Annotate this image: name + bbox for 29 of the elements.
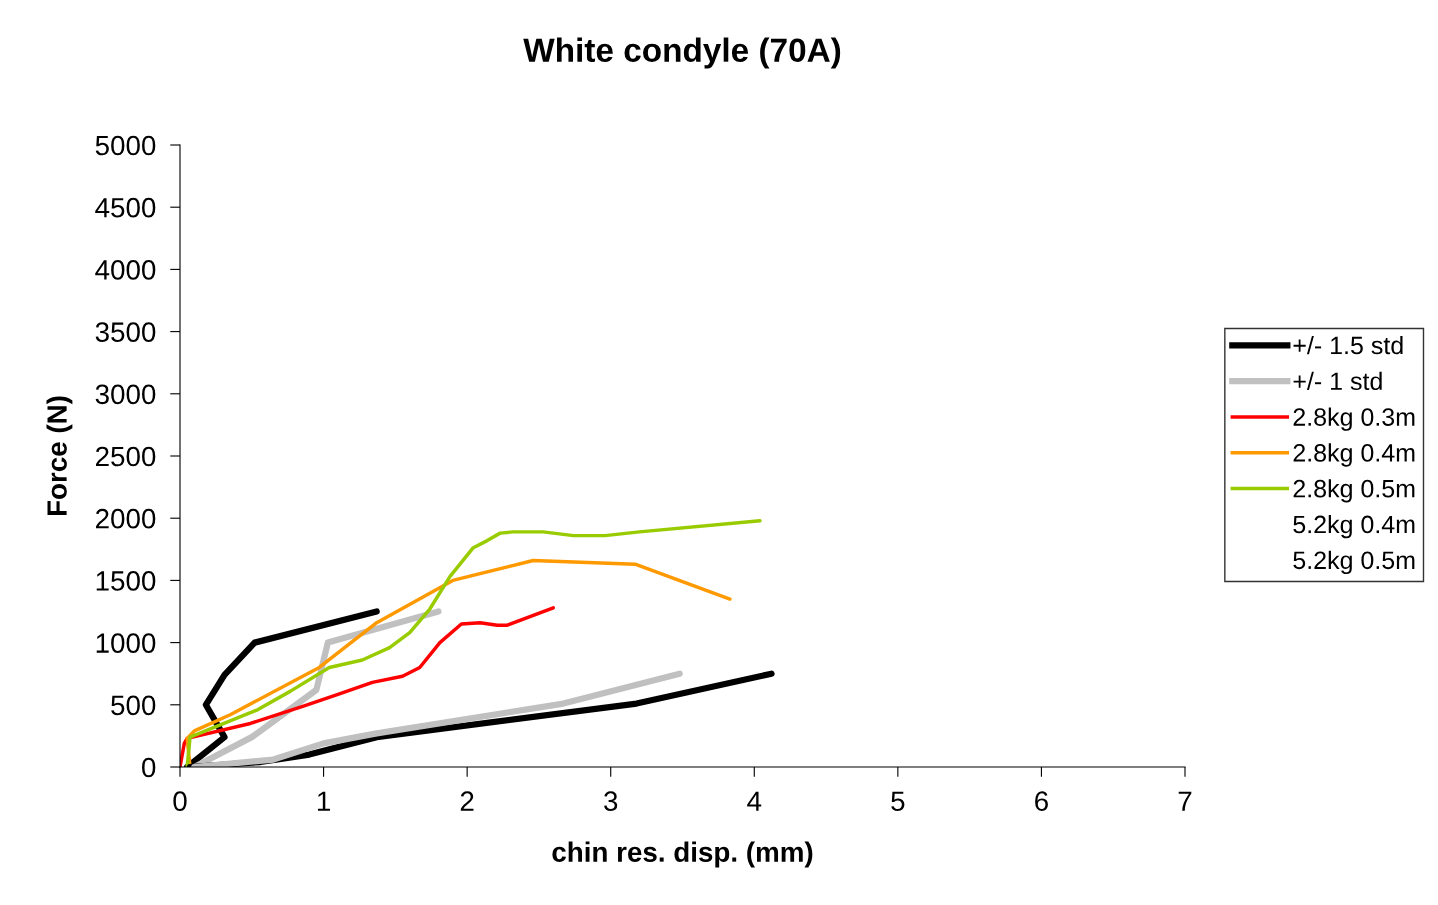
legend-label: +/- 1 std <box>1293 371 1382 391</box>
x-tick-label: 0 <box>173 791 187 812</box>
x-tick-label: 3 <box>604 791 618 812</box>
x-tick-label: 6 <box>1035 791 1048 812</box>
y-tick-label: 500 <box>111 695 156 716</box>
x-tick-label: 7 <box>1178 791 1192 811</box>
x-tick-label: 2 <box>460 791 474 811</box>
legend-label: 2.8kg 0.5m <box>1293 479 1415 503</box>
y-tick-label: 3000 <box>95 384 156 405</box>
text: 5.2kg 0.5m <box>1293 550 1415 575</box>
y-tick-label: 1000 <box>96 633 156 653</box>
text: 5.2kg 0.4m <box>1293 514 1415 539</box>
y-axis-title: Force (N) <box>46 396 73 516</box>
legend-label: +/- 1.5 std <box>1293 335 1403 355</box>
y-tick-label: 0 <box>142 757 156 778</box>
x-tick-label: 5 <box>891 791 905 812</box>
y-tick-label: 2000 <box>96 508 156 529</box>
legend-label: 2.8kg 0.4m <box>1293 443 1415 467</box>
chart-title: White condyle (70A) <box>523 37 841 69</box>
legend-label: 2.8kg 0.3m <box>1293 407 1415 431</box>
y-tick-label: 4000 <box>95 260 156 280</box>
x-axis-title: chin res. disp. (mm) <box>552 841 813 868</box>
x-tick-label: 1 <box>317 791 330 811</box>
y-tick-label: 2500 <box>96 446 156 467</box>
y-tick-label: 3500 <box>95 322 156 342</box>
x-tick-label: 4 <box>747 791 762 811</box>
y-tick-label: 1500 <box>96 571 156 591</box>
y-tick-label: 5000 <box>95 135 156 156</box>
y-tick-label: 4500 <box>95 197 156 218</box>
